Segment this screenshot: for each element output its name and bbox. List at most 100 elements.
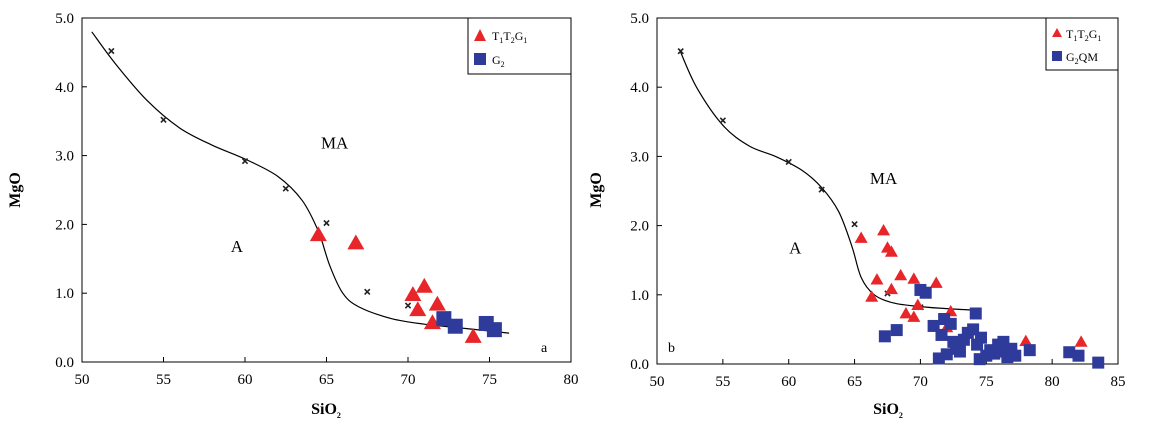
square-point	[935, 328, 948, 341]
y-tick-label: 2.0	[55, 217, 74, 233]
panel-b-data-points	[854, 223, 1105, 369]
triangle-point	[428, 295, 446, 311]
square-point	[953, 345, 966, 358]
square-point	[1023, 344, 1036, 357]
reference-point	[719, 117, 727, 124]
panel-b-legend: T1T2G1 G2QM	[1045, 17, 1119, 71]
panel-a-corner-label: a	[541, 341, 548, 356]
square-point	[890, 324, 903, 337]
legend-square-icon	[1052, 51, 1062, 61]
panel-b-region-labels: MA A	[789, 169, 898, 257]
square-point	[1063, 346, 1076, 359]
triangle-point	[415, 277, 433, 293]
triangle-point	[884, 245, 898, 257]
y-tick-label: 4.0	[630, 80, 649, 96]
reference-point	[108, 47, 115, 55]
triangle-point	[894, 268, 908, 281]
y-tick-label: 5.0	[630, 11, 649, 27]
reference-point	[677, 48, 684, 55]
reference-point	[323, 219, 330, 227]
panel-b-legend-box	[1045, 17, 1119, 71]
legend-triangle-icon	[1052, 28, 1062, 37]
triangle-point	[854, 231, 868, 243]
panel-a-data-points	[309, 226, 502, 343]
panel-b-y-axis-label: MgO	[588, 172, 605, 208]
panel-b-legend-series-2: G2QM	[1066, 50, 1098, 66]
square-point	[940, 348, 953, 361]
x-tick-label: 60	[238, 372, 253, 388]
square-point	[436, 311, 452, 327]
triangle-point	[1074, 335, 1088, 347]
x-tick-label: 80	[1045, 374, 1060, 390]
x-tick-label: 85	[1111, 374, 1126, 390]
panel-a-reference-points	[108, 47, 412, 309]
panel-a-x-ticks: 50 55 60 65 70 75 80	[75, 357, 579, 388]
y-tick-label: 4.0	[55, 80, 74, 96]
triangle-point	[877, 223, 891, 236]
square-point	[969, 307, 982, 320]
panel-b-y-ticks: 0.0 1.0 2.0 3.0 4.0 5.0	[630, 11, 662, 373]
x-tick-label: 60	[781, 374, 796, 390]
triangle-point	[870, 273, 884, 285]
reference-point	[282, 185, 289, 192]
triangle-point	[929, 276, 943, 288]
triangle-point	[464, 328, 482, 343]
x-tick-label: 75	[979, 374, 994, 390]
reference-point	[364, 288, 371, 295]
y-tick-label: 0.0	[630, 357, 649, 373]
y-tick-label: 3.0	[630, 149, 649, 165]
panel-a-boundary-curve	[91, 31, 510, 334]
panel-a-legend-series-1: T1T2G1	[492, 29, 527, 45]
square-point	[447, 318, 463, 334]
reference-point	[160, 116, 167, 123]
panel-b-x-ticks: 50 55 60 65 70 75 80 85	[650, 359, 1126, 390]
square-point	[486, 322, 502, 338]
panel-b-boundary-curve	[678, 48, 974, 311]
square-point	[919, 286, 932, 299]
panel-a-y-ticks: 0.0 1.0 2.0 3.0 4.0 5.0	[55, 11, 87, 371]
square-point	[975, 331, 988, 344]
square-point	[1092, 356, 1105, 369]
x-tick-label: 55	[715, 374, 730, 390]
panel-b-legend-series-1: T1T2G1	[1066, 27, 1101, 43]
panel-b-frame	[656, 17, 1119, 365]
svg-text:MgO: MgO	[7, 172, 24, 208]
y-tick-label: 1.0	[55, 286, 74, 302]
x-tick-label: 75	[482, 372, 497, 388]
x-tick-label: 50	[650, 374, 665, 390]
square-point	[944, 317, 957, 330]
triangle-point	[347, 234, 365, 250]
x-tick-label: 65	[319, 372, 334, 388]
triangle-point	[404, 286, 422, 301]
y-tick-label: 2.0	[630, 219, 649, 235]
triangle-point	[409, 301, 427, 317]
panel-a-legend-box	[467, 17, 572, 75]
y-tick-label: 3.0	[55, 149, 74, 165]
x-tick-label: 50	[75, 372, 90, 388]
x-tick-label: 65	[847, 374, 862, 390]
x-tick-label: 55	[156, 372, 171, 388]
reference-point	[818, 186, 825, 193]
triangle-point	[899, 306, 913, 319]
x-tick-label: 70	[913, 374, 928, 390]
panel-b-x-axis-label: SiO2	[873, 401, 903, 420]
reference-point	[404, 302, 412, 309]
y-tick-label: 5.0	[55, 11, 74, 27]
x-tick-label: 70	[401, 372, 416, 388]
reference-point	[785, 158, 792, 166]
region-label: MA	[321, 134, 349, 153]
y-tick-label: 1.0	[630, 288, 649, 304]
panel-b: 0.01.02.03.04.05.0 50 55 60 65 70 75 80 85 MAA …	[588, 11, 1126, 420]
square-point	[1009, 349, 1022, 362]
triangle-point	[907, 272, 921, 284]
reference-point	[241, 157, 249, 165]
legend-square-icon	[474, 53, 486, 65]
square-point	[1072, 349, 1085, 362]
region-label: A	[231, 237, 244, 256]
y-tick-label: 0.0	[55, 355, 74, 371]
panel-a-y-axis-label: MgO	[7, 172, 24, 208]
region-label: A	[789, 238, 802, 257]
panel-a: 0.01.02.03.04.05.0 50 55 60 65 70 75 80 MAA a …	[7, 11, 579, 420]
reference-point	[851, 221, 858, 228]
